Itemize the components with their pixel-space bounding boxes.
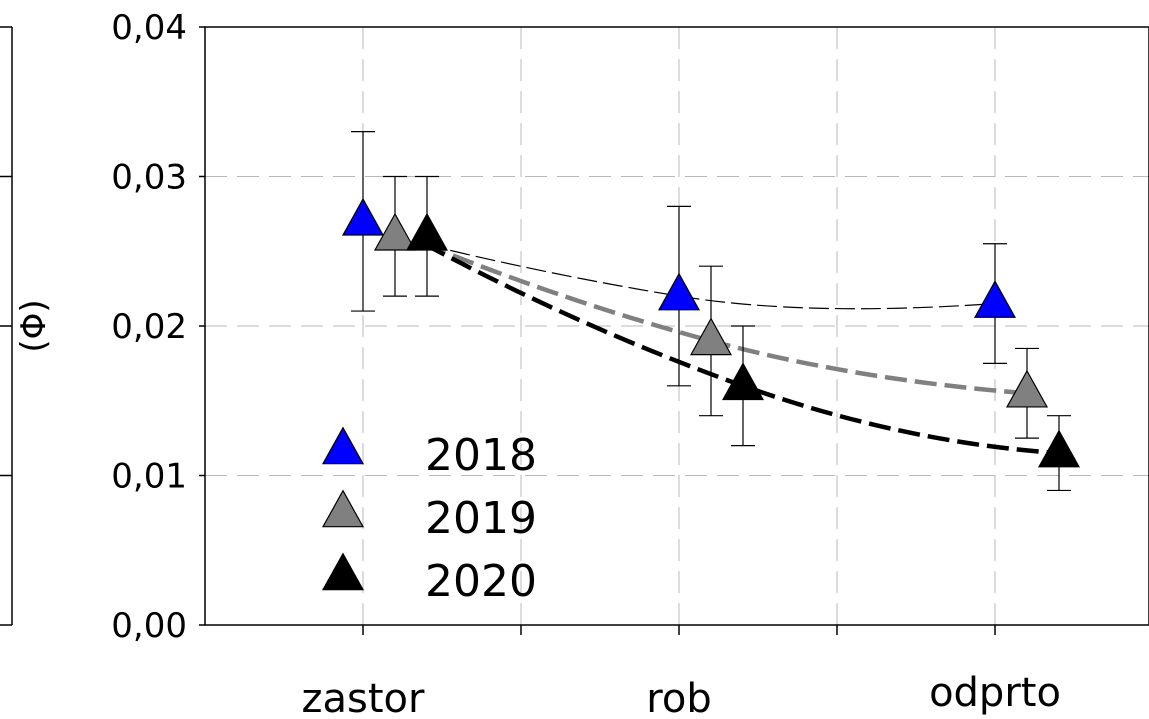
y-axis-title: (Φ) [14, 299, 54, 352]
data-point-marker [1037, 429, 1081, 468]
y-tick-label: 0,03 [111, 158, 187, 198]
data-point-marker [689, 317, 733, 356]
data-point-marker [721, 362, 765, 401]
data-point-marker [1005, 369, 1049, 408]
legend-label: 2018 [425, 430, 537, 481]
legend-label: 2019 [425, 493, 537, 544]
trend-line [424, 242, 1028, 396]
y-axis-ticks: 0,00 0,01 0,02 0,03 0,04 [0, 8, 205, 646]
y-tick-label: 0,02 [111, 307, 187, 347]
trend-lines [423, 242, 1060, 456]
y-tick-label: 0,00 [111, 606, 187, 646]
legend-marker [321, 426, 365, 465]
x-category-label: rob [646, 676, 711, 719]
data-point-marker [373, 212, 417, 251]
legend-label: 2020 [425, 556, 537, 607]
x-category-label: odprto [929, 670, 1061, 716]
trend-line [424, 243, 996, 310]
legend: 2018 2019 2020 [321, 426, 537, 607]
data-point-marker [405, 212, 449, 251]
y-tick-label: 0,01 [111, 457, 187, 497]
x-category-label: zastor [302, 676, 426, 719]
legend-marker [321, 489, 365, 528]
grid-lines [205, 27, 1149, 625]
data-point-marker [341, 197, 385, 236]
data-point-marker [973, 280, 1017, 318]
legend-marker [321, 552, 365, 591]
y-tick-label: 0,04 [111, 8, 187, 48]
x-axis-ticks: zastor rob odprto [302, 625, 1061, 719]
data-markers [341, 197, 1081, 468]
data-point-marker [657, 272, 701, 311]
